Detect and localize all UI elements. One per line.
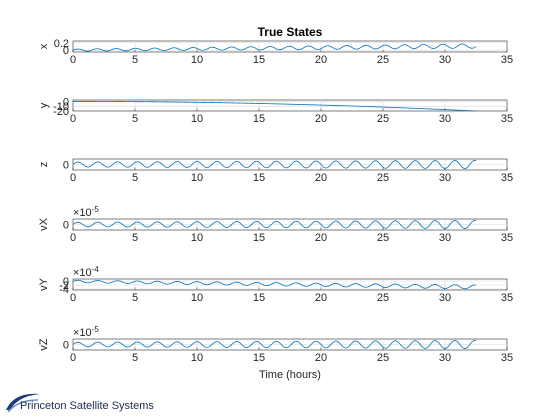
y-tick-label: 0: [63, 276, 69, 288]
x-tick-label: 35: [501, 54, 513, 66]
x-tick-label: 10: [191, 292, 203, 304]
y-tick-label: -10: [53, 101, 69, 113]
y-tick-label: 0: [63, 160, 69, 172]
series-line: [72, 219, 477, 229]
chart-title: True States: [258, 25, 323, 39]
x-tick-label: 15: [253, 232, 265, 244]
x-tick-label: 20: [315, 232, 327, 244]
x-tick-label: 35: [501, 232, 513, 244]
x-tick-label: 30: [439, 54, 451, 66]
company-logo-text: Princeton Satellite Systems: [20, 400, 154, 412]
x-tick-label: 30: [439, 292, 451, 304]
y-exponent-label: ×10-4: [73, 265, 99, 279]
x-tick-label: 20: [315, 172, 327, 184]
x-tick-label: 15: [253, 292, 265, 304]
y-axis-label: vY: [38, 277, 50, 291]
x-tick-label: 25: [377, 232, 389, 244]
series-line: [73, 101, 477, 112]
x-tick-label: 0: [70, 292, 76, 304]
x-tick-label: 25: [377, 352, 389, 364]
x-tick-label: 15: [253, 113, 265, 125]
y-axis-label: z: [38, 162, 50, 168]
x-tick-label: 25: [377, 172, 389, 184]
x-tick-label: 35: [501, 113, 513, 125]
x-tick-label: 15: [253, 352, 265, 364]
x-tick-label: 5: [132, 54, 138, 66]
y-tick-label: 0.2: [54, 38, 69, 50]
x-tick-label: 30: [439, 232, 451, 244]
axes-box: [72, 278, 508, 291]
x-tick-label: 15: [253, 172, 265, 184]
x-tick-label: 20: [315, 113, 327, 125]
x-tick-label: 30: [439, 113, 451, 125]
x-tick-label: 20: [315, 54, 327, 66]
x-tick-label: 35: [501, 172, 513, 184]
y-tick-label: 0: [63, 220, 69, 232]
series-line: [72, 43, 477, 52]
x-tick-label: 25: [377, 292, 389, 304]
y-exponent-label: ×10-5: [73, 205, 99, 219]
x-tick-label: 0: [70, 172, 76, 184]
x-tick-label: 35: [501, 352, 513, 364]
x-tick-label: 0: [70, 352, 76, 364]
x-tick-label: 30: [439, 352, 451, 364]
x-tick-label: 10: [191, 54, 203, 66]
x-tick-label: 0: [70, 113, 76, 125]
y-tick-label: 0: [63, 96, 69, 108]
x-tick-label: 10: [191, 352, 203, 364]
x-tick-label: 5: [132, 292, 138, 304]
y-axis-label: vZ: [38, 338, 50, 351]
y-tick-label: 0: [63, 45, 69, 57]
x-tick-label: 0: [70, 54, 76, 66]
series-line: [72, 159, 477, 169]
x-tick-label: 30: [439, 172, 451, 184]
x-tick-label: 10: [191, 232, 203, 244]
y-tick-label: -4: [59, 284, 69, 296]
x-tick-label: 5: [132, 232, 138, 244]
x-axis-label: Time (hours): [259, 369, 321, 381]
x-tick-label: 25: [377, 113, 389, 125]
x-tick-label: 15: [253, 54, 265, 66]
x-tick-label: 20: [315, 352, 327, 364]
axes-box: [72, 99, 508, 112]
x-tick-label: 20: [315, 292, 327, 304]
x-tick-label: 10: [191, 113, 203, 125]
series-line: [72, 279, 477, 290]
x-tick-label: 5: [132, 113, 138, 125]
y-tick-label: -2: [59, 280, 69, 292]
x-tick-label: 35: [501, 292, 513, 304]
x-tick-label: 10: [191, 172, 203, 184]
series-line: [72, 339, 477, 349]
logo-swoosh-icon: [6, 393, 40, 413]
y-tick-label: 0: [63, 340, 69, 352]
x-tick-label: 5: [132, 352, 138, 364]
y-tick-label: -20: [53, 106, 69, 118]
x-tick-label: 5: [132, 172, 138, 184]
y-axis-label: x: [38, 43, 50, 49]
x-tick-label: 25: [377, 54, 389, 66]
x-tick-label: 0: [70, 232, 76, 244]
y-axis-label: vX: [38, 217, 50, 231]
y-axis-label: y: [38, 102, 50, 108]
y-exponent-label: ×10-5: [73, 325, 99, 339]
